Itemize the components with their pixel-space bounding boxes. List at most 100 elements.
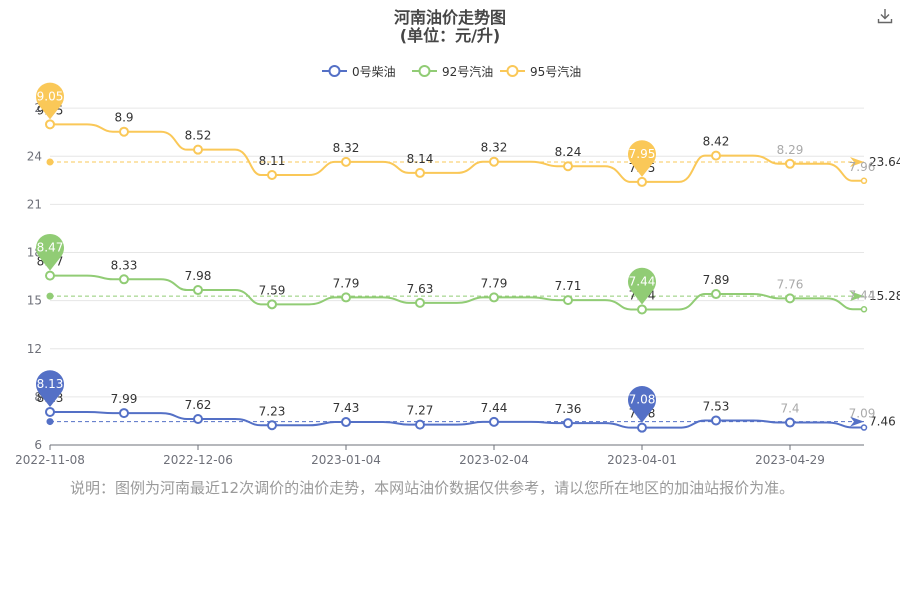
y-tick-label: 24 — [27, 149, 42, 163]
legend-marker — [418, 65, 431, 77]
max-pin-label: 8.13 — [37, 377, 64, 391]
data-label: 8.52 — [185, 129, 212, 143]
data-point — [489, 292, 499, 303]
data-label: 7.53 — [703, 399, 730, 413]
max-pin — [36, 82, 65, 120]
data-point — [193, 144, 203, 155]
legend-item-1[interactable]: 0号柴油 — [322, 65, 396, 79]
chart-title: 河南油价走势图 — [393, 8, 506, 27]
data-label: 7.44 — [849, 288, 876, 302]
data-label: 8.32 — [333, 141, 360, 155]
data-label: 7.89 — [703, 273, 730, 287]
series-3: 23.64 9.05 8.9 8.52 8.11 8.32 8.14 8.32 8.24 7.95… — [36, 82, 900, 187]
data-point — [119, 126, 129, 137]
x-tick-label: 2022-11-08 — [15, 453, 85, 467]
data-label: 8.24 — [555, 145, 582, 159]
data-label: 7.71 — [555, 279, 582, 293]
min-pin-label: 7.44 — [629, 274, 656, 288]
data-point — [341, 417, 351, 428]
y-tick-label: 15 — [27, 294, 42, 308]
min-pin — [628, 140, 656, 177]
data-label: 7.23 — [259, 404, 286, 418]
average-label: 15.28 — [869, 289, 900, 303]
data-label: 7.79 — [481, 276, 508, 290]
data-point — [711, 150, 721, 161]
data-point — [563, 161, 573, 172]
data-point — [193, 414, 203, 425]
data-point — [119, 274, 129, 285]
min-pin-label: 7.95 — [629, 147, 656, 161]
data-label: 7.99 — [111, 392, 138, 406]
data-point — [637, 176, 647, 187]
data-point — [860, 424, 868, 431]
max-pin-label: 9.05 — [37, 89, 64, 103]
data-point — [785, 417, 795, 428]
data-point — [45, 270, 55, 281]
data-point — [563, 295, 573, 306]
y-tick-label: 12 — [27, 342, 42, 356]
x-tick-label: 2023-04-01 — [607, 453, 677, 467]
data-label: 7.59 — [259, 283, 286, 297]
data-point — [489, 416, 499, 427]
data-label: 8.14 — [407, 152, 434, 166]
data-label: 7.79 — [333, 276, 360, 290]
data-point — [563, 418, 573, 429]
data-label: 7.63 — [407, 282, 434, 296]
data-point — [193, 285, 203, 296]
min-pin — [628, 386, 657, 423]
series-line — [50, 274, 864, 311]
legend-label: 95号汽油 — [530, 64, 581, 79]
min-pin-label: 7.08 — [629, 393, 656, 407]
data-point — [637, 304, 647, 315]
data-point — [711, 289, 721, 300]
average-label: 23.64 — [869, 155, 900, 169]
data-point — [489, 156, 499, 167]
download-icon[interactable] — [876, 7, 894, 25]
data-label: 8.32 — [481, 141, 508, 155]
data-point — [267, 420, 277, 431]
legend-marker — [506, 65, 519, 77]
data-label: 7.43 — [333, 401, 360, 415]
data-label: 8.42 — [703, 135, 730, 149]
data-label: 7.09 — [849, 407, 876, 421]
data-point — [637, 422, 647, 433]
average-start-dot — [46, 158, 54, 166]
legend-item-2[interactable]: 92号汽油 — [412, 64, 493, 79]
average-arrow — [850, 416, 864, 427]
legend-marker — [328, 65, 341, 77]
data-label: 7.76 — [777, 277, 804, 291]
data-point — [45, 119, 55, 130]
data-label: 7.4 — [780, 402, 799, 416]
data-point — [860, 306, 868, 313]
data-point — [785, 293, 795, 304]
x-tick-label: 2023-04-29 — [755, 453, 825, 467]
legend-item-3[interactable]: 95号汽油 — [500, 64, 581, 79]
data-label: 7.62 — [185, 398, 212, 412]
min-pin — [628, 267, 657, 305]
data-point — [785, 158, 795, 169]
max-pin — [36, 233, 65, 271]
legend-label: 0号柴油 — [352, 65, 396, 79]
max-pin — [36, 370, 65, 407]
data-point — [860, 177, 868, 185]
series-2: 15.28 8.47 8.33 7.98 7.59 7.79 7.63 7.79 7.71 7.4… — [36, 233, 900, 315]
average-label: 7.46 — [869, 415, 896, 429]
average-arrow — [850, 157, 864, 168]
y-tick-label: 21 — [27, 197, 42, 211]
data-label: 7.36 — [555, 402, 582, 416]
average-start-dot — [46, 292, 54, 300]
data-label: 8.33 — [111, 258, 138, 272]
x-tick-label: 2022-12-06 — [163, 453, 233, 467]
data-point — [415, 297, 425, 308]
data-point — [341, 292, 351, 303]
data-label: 8.29 — [777, 143, 804, 157]
data-point — [45, 406, 55, 417]
data-label: 7.96 — [849, 160, 876, 174]
data-label: 7.44 — [481, 401, 508, 415]
y-tick-label: 8 — [34, 390, 42, 404]
data-label: 7.27 — [407, 404, 434, 418]
data-point — [415, 167, 425, 178]
data-point — [267, 170, 277, 181]
